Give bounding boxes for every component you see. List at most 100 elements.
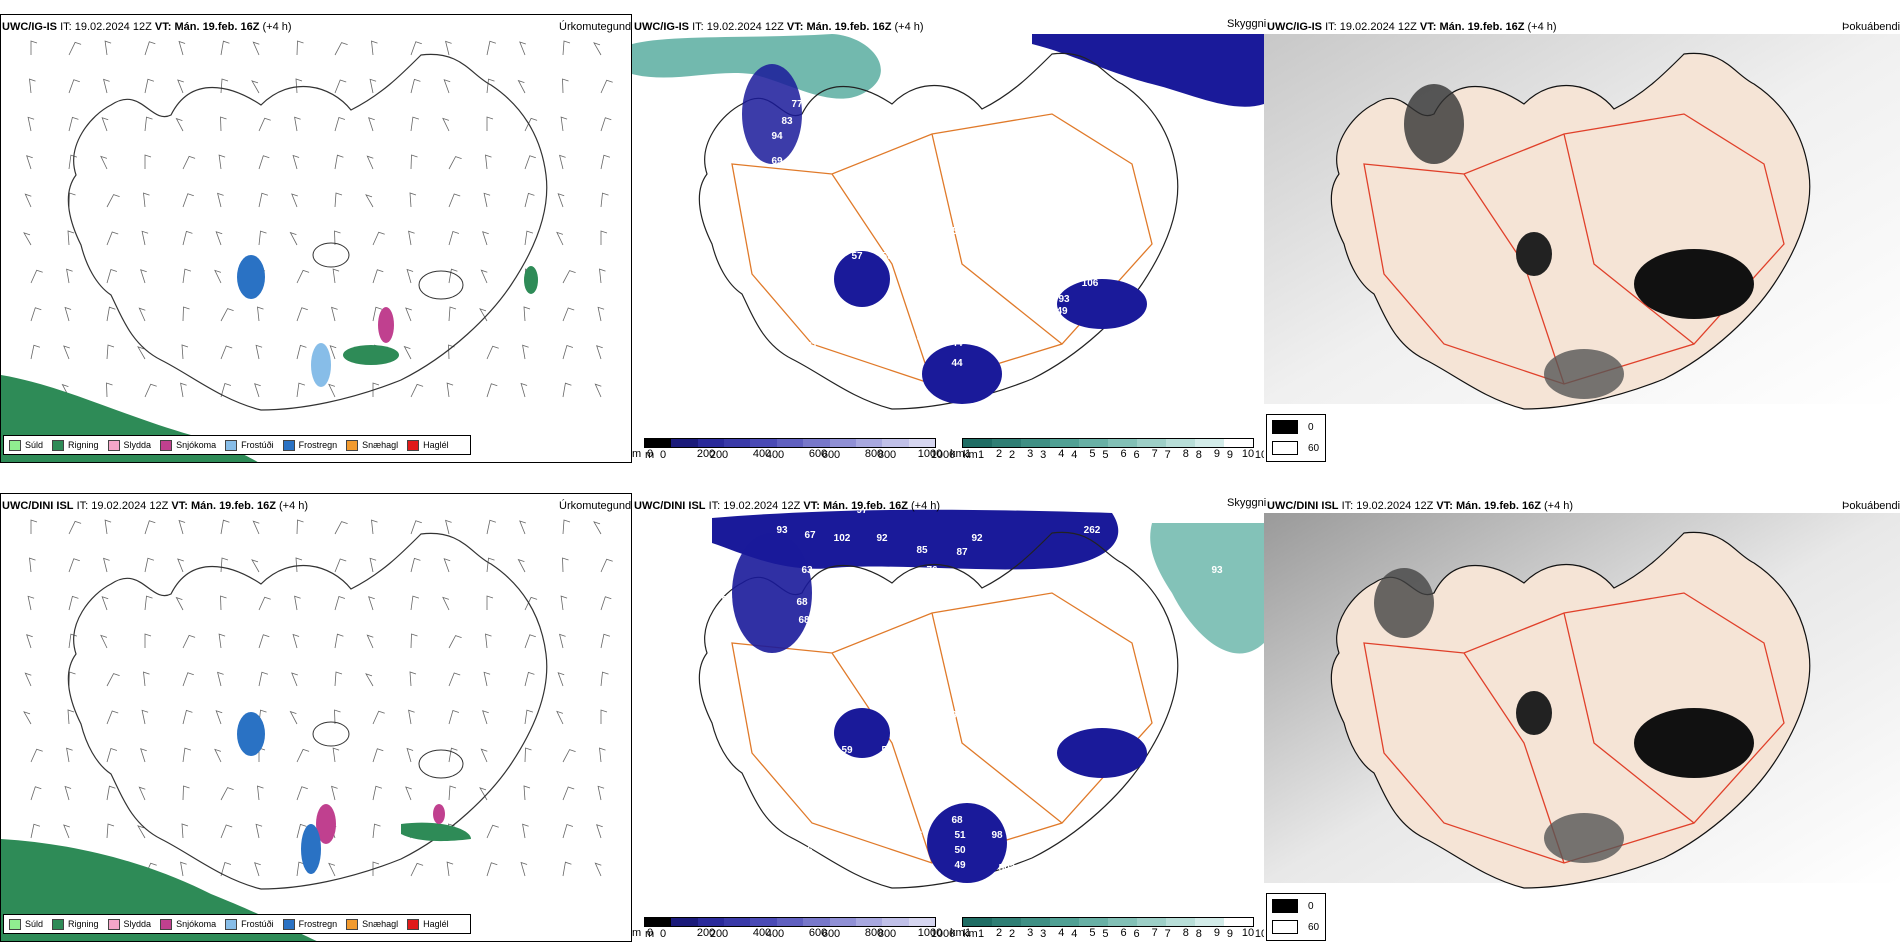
vt-value: Mán. 19.feb. 16Z	[1439, 21, 1525, 33]
wind-barb	[600, 192, 609, 208]
wind-barb	[372, 823, 381, 839]
colorbar-tick: 4	[1058, 448, 1065, 460]
wind-barb	[182, 634, 196, 649]
fog-east	[1634, 708, 1754, 778]
legend-swatch	[160, 439, 173, 451]
wind-barb	[448, 230, 460, 246]
wind-barb	[409, 671, 417, 687]
it-label: IT:	[76, 500, 89, 512]
wind-barb	[258, 596, 271, 611]
north-low-vis	[712, 509, 1119, 570]
wind-barb	[562, 749, 576, 763]
wind-barb	[405, 307, 412, 322]
visibility-label: 44	[951, 358, 963, 369]
precip-legend-item: Snæhagl	[346, 918, 399, 930]
legend-swatch	[225, 918, 238, 930]
wind-barb	[30, 307, 42, 322]
wind-barb	[562, 344, 574, 360]
it-label: IT:	[1341, 500, 1354, 512]
wind-barb	[486, 40, 497, 56]
wind-barb	[334, 42, 348, 56]
wind-barb	[372, 382, 380, 397]
precip-type-map-panel-2: Súld Rigning Slydda Snjókoma Frostúði Frostre…	[0, 493, 632, 942]
title-vis-1: Skyggni	[1227, 18, 1267, 30]
legend-label: Súld	[25, 919, 44, 929]
wind-barb	[68, 633, 78, 649]
wind-barb	[296, 344, 307, 360]
iceland-outline	[67, 532, 548, 890]
colorbar-tick: 6	[1133, 928, 1140, 940]
wind-barb	[485, 154, 492, 170]
wind-barb	[103, 78, 110, 94]
wind-barb	[365, 673, 374, 687]
legend-label: Frostregn	[298, 440, 338, 450]
wind-barb	[292, 154, 300, 170]
wind-barb	[486, 383, 498, 398]
wind-barb	[448, 672, 461, 687]
wind-barb	[220, 824, 233, 839]
visibility-label: 183	[909, 770, 926, 781]
model-name: UWC/IG-IS	[634, 21, 689, 33]
wind-barb	[445, 519, 452, 535]
visibility-label: 93	[1211, 565, 1223, 576]
wind-barb	[559, 633, 566, 649]
wind-barb	[178, 519, 186, 535]
colorbar-tick: 5	[1102, 449, 1109, 461]
wind-barb	[334, 595, 346, 611]
wind-barb	[448, 268, 458, 284]
colorbar-tick: 10	[1254, 449, 1264, 461]
wind-barb	[442, 117, 450, 132]
wind-barb	[448, 193, 461, 208]
wind-barb	[597, 306, 605, 322]
wind-barb	[334, 671, 343, 687]
wind-barb	[600, 558, 613, 573]
wind-barb	[64, 306, 72, 322]
colorbar-tick: 600	[808, 927, 828, 939]
wind-barb	[448, 156, 462, 170]
lead-time: (+4 h)	[279, 500, 309, 512]
wind-barb	[258, 155, 270, 170]
wind-barb	[334, 633, 344, 649]
wind-barb	[255, 344, 263, 360]
visibility-label: 45	[914, 862, 926, 873]
colorbar-tick: 7	[1164, 928, 1171, 940]
legend-swatch	[346, 439, 359, 451]
legend-swatch	[52, 439, 65, 451]
visibility-label: 92	[876, 533, 888, 544]
wind-barb	[143, 671, 150, 687]
colorbar-tick: 4	[1071, 928, 1078, 940]
colorbar-tick: 4	[1058, 927, 1065, 939]
rain-cell-west	[237, 712, 265, 756]
wind-barb	[334, 116, 346, 132]
precip-legend-item: Snjókoma	[160, 439, 216, 451]
wind-barb	[556, 231, 564, 246]
wind-barb	[68, 192, 76, 208]
precip-legend-item: Snæhagl	[346, 439, 398, 451]
wind-barb	[175, 117, 184, 132]
fog-north	[1404, 84, 1464, 164]
wind-barb	[175, 596, 184, 611]
wind-barb	[334, 192, 343, 208]
wind-barb	[63, 345, 70, 360]
fog-map-svg	[1264, 34, 1900, 410]
colorbar-unit: km	[950, 448, 965, 460]
visibility-label: 98	[951, 710, 963, 721]
wind-barb	[524, 671, 535, 687]
visibility-map-svg: 110 112 88 107 104 77 83 94 69 78 65 57 59 61 368 59 91 4…	[632, 14, 1264, 410]
visibility-label: 50	[954, 845, 966, 856]
legend-label: Frostregn	[298, 919, 338, 929]
wind-barb	[23, 711, 32, 725]
low-vis-west-fjords	[732, 533, 812, 653]
wind-barb	[294, 595, 301, 611]
legend-label: Snæhagl	[362, 919, 399, 929]
wind-barb	[594, 862, 602, 877]
visibility-label: 107	[884, 54, 901, 65]
wind-barb	[483, 671, 491, 687]
wind-barb	[372, 785, 383, 801]
wind-barb	[296, 40, 304, 56]
colorbar-tick: 2	[1009, 928, 1016, 940]
legend-swatch	[407, 918, 420, 930]
wind-barb	[258, 117, 271, 132]
wind-barb	[329, 345, 337, 360]
wind-barb	[182, 785, 190, 801]
